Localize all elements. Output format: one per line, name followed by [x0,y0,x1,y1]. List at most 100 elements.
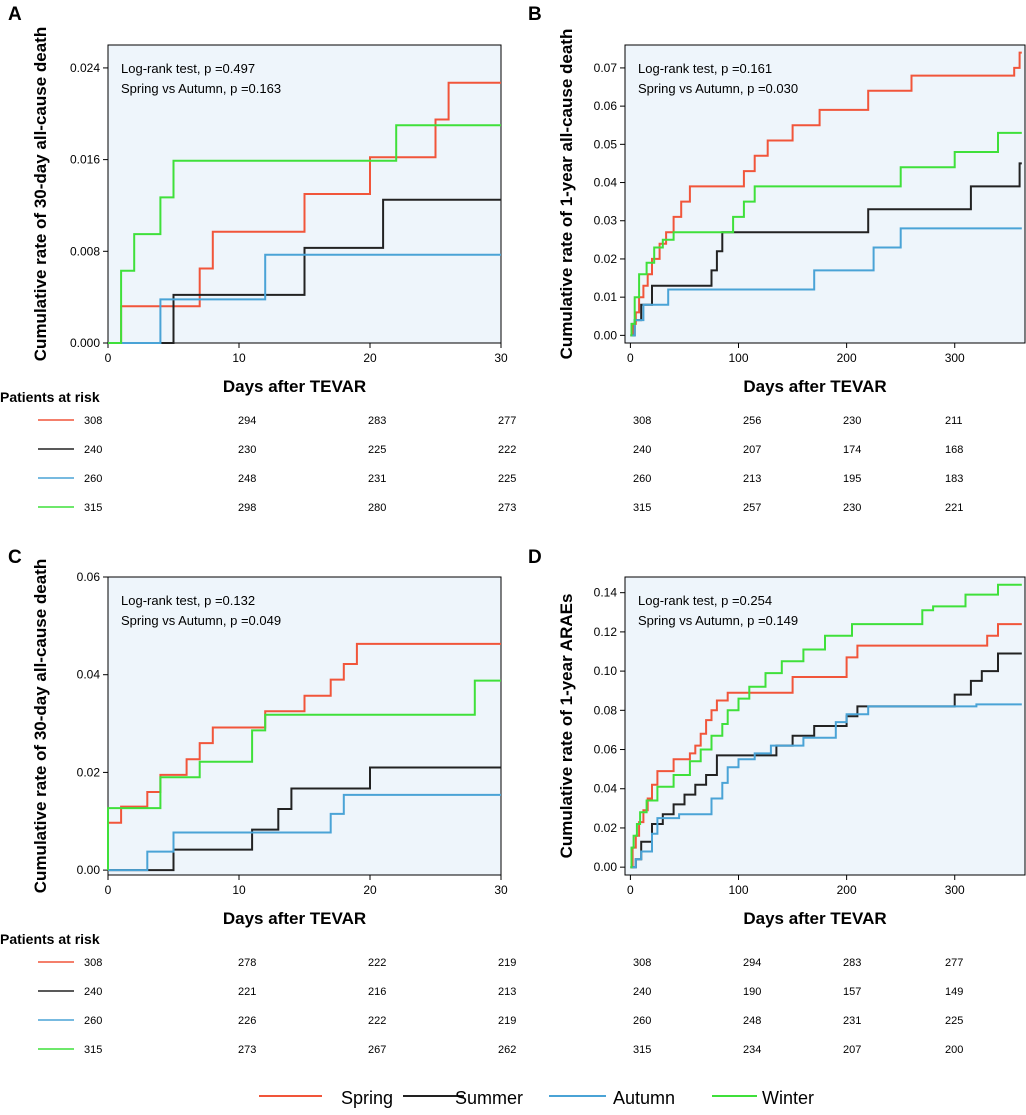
y-tick-label: 0.04 [77,668,101,682]
curve-summer [630,162,1022,337]
risk-count: 240 [84,444,102,456]
y-tick-label: 0.06 [594,743,618,757]
y-axis-label: Cumulative rate of 1-year ARAEs [557,594,576,859]
risk-count: 260 [84,1015,102,1027]
y-tick-label: 0.12 [594,625,618,639]
risk-count: 260 [633,473,651,485]
risk-count: 234 [743,1044,761,1056]
x-axis-label: Days after TEVAR [743,909,886,928]
risk-count: 222 [368,1015,386,1027]
risk-table-title: Patients at risk [0,389,100,405]
curve-summer [108,766,501,872]
risk-count: 308 [633,957,651,969]
y-axis-label: Cumulative rate of 1-year all-cause deat… [557,29,576,360]
risk-count: 280 [368,502,386,514]
curve-autumn [630,227,1022,337]
y-tick-label: 0.008 [70,244,100,258]
plot-area [624,44,1026,344]
curve-autumn [108,253,501,344]
annotation-line: Spring vs Autumn, p =0.030 [638,81,798,96]
risk-count: 213 [743,473,761,485]
risk-count: 200 [945,1044,963,1056]
curve-autumn [108,793,501,872]
y-axis-label: Cumulative rate of 30-day all-cause deat… [31,27,50,361]
risk-count: 256 [743,415,761,427]
panel-D: D 0 100 200 300 0.00 0.02 0.04 0.06 0.08 0.10 0.12 0… [528,547,1026,1056]
curve-autumn [630,703,1022,869]
x-axis-label: Days after TEVAR [743,377,886,396]
risk-count: 283 [843,957,861,969]
y-tick-label: 0.00 [594,860,618,874]
x-tick-label: 30 [494,883,508,897]
x-axis-label: Days after TEVAR [223,909,366,928]
risk-count: 267 [368,1044,386,1056]
annotation-line: Log-rank test, p =0.254 [638,593,772,608]
x-tick-label: 20 [363,351,377,365]
risk-count: 315 [633,502,651,514]
risk-count: 168 [945,444,963,456]
y-tick-label: 0.02 [594,252,618,266]
risk-count: 221 [945,502,963,514]
risk-count: 195 [843,473,861,485]
annotation-line: Log-rank test, p =0.161 [638,61,772,76]
panel-B: B 0 100 200 300 0.00 0.01 0.02 0.03 0.04 0.05 0.06 0… [528,4,1026,514]
risk-count: 240 [633,444,651,456]
risk-count: 230 [238,444,256,456]
x-tick-label: 100 [728,351,748,365]
y-tick-label: 0.02 [594,821,618,835]
risk-count: 225 [368,444,386,456]
risk-count: 262 [498,1044,516,1056]
x-tick-label: 200 [837,883,857,897]
risk-count: 315 [84,1044,102,1056]
annotation-line: Spring vs Autumn, p =0.049 [121,613,281,628]
y-tick-label: 0.08 [594,703,618,717]
risk-count: 248 [743,1015,761,1027]
risk-count: 260 [633,1015,651,1027]
risk-count: 222 [368,957,386,969]
panel-letter: A [8,4,22,25]
curve-winter [630,583,1022,869]
risk-count: 207 [743,444,761,456]
risk-count: 149 [945,986,963,998]
risk-count: 211 [945,415,963,427]
risk-count: 308 [84,415,102,427]
risk-count: 240 [633,986,651,998]
curve-winter [630,131,1022,337]
risk-count: 221 [238,986,256,998]
panel-letter: B [528,4,542,25]
risk-count: 219 [498,957,516,969]
risk-count: 277 [945,957,963,969]
curve-summer [630,652,1022,869]
y-tick-label: 0.04 [594,782,618,796]
y-tick-label: 0.016 [70,153,100,167]
legend-label-winter: Winter [762,1088,814,1108]
x-tick-label: 20 [363,883,377,897]
risk-count: 260 [84,473,102,485]
risk-count: 231 [843,1015,861,1027]
risk-count: 277 [498,415,516,427]
risk-count: 222 [498,444,516,456]
risk-count: 278 [238,957,256,969]
y-tick-label: 0.10 [594,664,618,678]
x-tick-label: 10 [232,883,246,897]
risk-count: 213 [498,986,516,998]
x-tick-label: 10 [232,351,246,365]
x-tick-label: 0 [105,351,112,365]
risk-count: 225 [498,473,516,485]
risk-count: 231 [368,473,386,485]
risk-count: 294 [743,957,761,969]
y-tick-label: 0.024 [70,61,100,75]
risk-count: 294 [238,415,256,427]
risk-count: 315 [84,502,102,514]
x-tick-label: 0 [627,883,634,897]
annotation-line: Log-rank test, p =0.497 [121,61,255,76]
x-tick-label: 300 [945,883,965,897]
annotation-line: Spring vs Autumn, p =0.163 [121,81,281,96]
y-tick-label: 0.04 [594,176,618,190]
risk-count: 308 [84,957,102,969]
legend-label-spring: Spring [341,1088,393,1108]
risk-count: 219 [498,1015,516,1027]
legend-label-autumn: Autumn [613,1088,675,1108]
risk-count: 190 [743,986,761,998]
risk-count: 298 [238,502,256,514]
